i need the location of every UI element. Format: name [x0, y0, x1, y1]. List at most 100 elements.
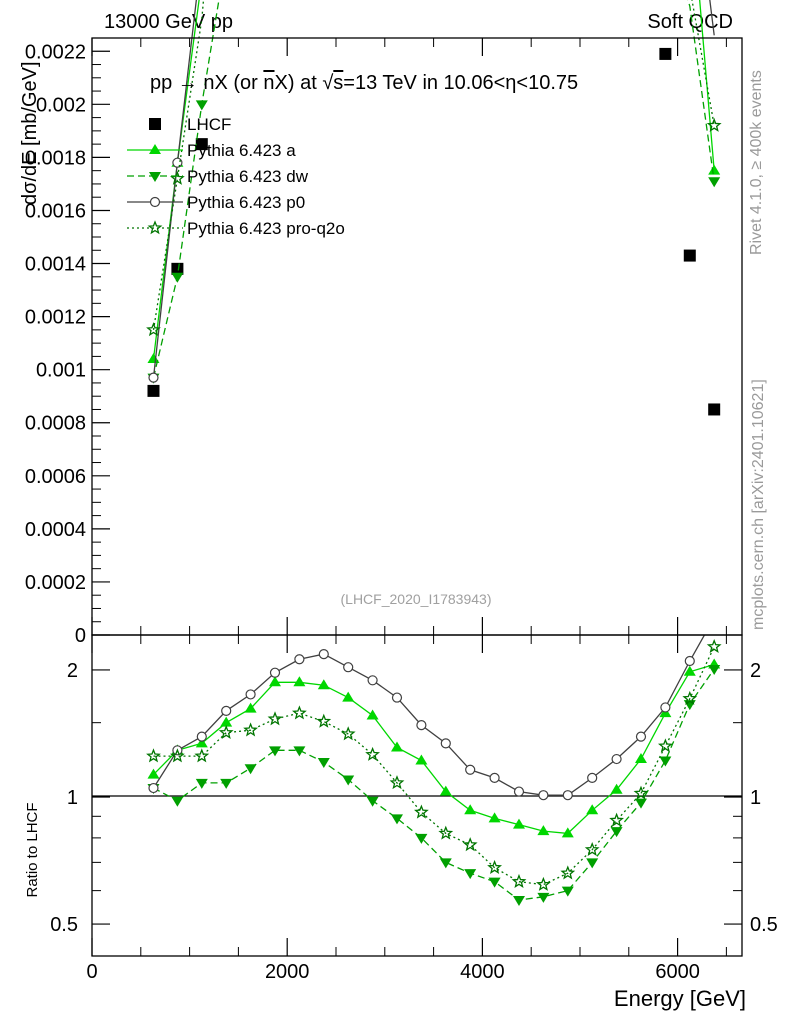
- ratio-point: [439, 785, 452, 796]
- ratio-point: [683, 665, 696, 676]
- ratio-point: [146, 748, 161, 763]
- ratio-point: [611, 753, 622, 765]
- ratio-point: [610, 827, 623, 838]
- ratio-y-tick-label: 2: [67, 660, 78, 682]
- ratio-series: [146, 635, 722, 907]
- ratio-point: [390, 814, 403, 825]
- main-y-ticks: 0 0.0002 0.0004 0.0006 0.0008 0.001 0.0012 0.00…: [25, 41, 110, 647]
- ratio-point: [488, 877, 501, 888]
- ratio-point: [244, 764, 257, 775]
- ratio-point: [538, 790, 549, 801]
- ratio-point: [513, 786, 525, 797]
- ratio-point: [367, 675, 378, 686]
- title-part-pre: pp → nX (or: [150, 72, 263, 94]
- data-point: [147, 384, 160, 397]
- ratio-point: [194, 748, 210, 763]
- x-axis-label: Energy [GeV]: [614, 986, 746, 1011]
- legend-entry-label: Pythia 6.423 dw: [187, 167, 309, 186]
- ratio-point: [416, 720, 427, 731]
- data-point: [169, 170, 185, 185]
- ratio-point: [439, 858, 452, 869]
- legend-marker: [149, 196, 161, 208]
- ratio-point: [462, 837, 478, 852]
- main-plot-title: pp → nX (or nX) at √s=13 TeV in 10.06<η<…: [150, 72, 578, 94]
- ratio-point: [440, 738, 451, 749]
- ratio-point: [660, 702, 671, 713]
- ratio-y-axis-label: Ratio to LHCF: [24, 802, 41, 897]
- ratio-point: [489, 772, 500, 783]
- series-line: [152, 0, 715, 331]
- ratio-point: [634, 798, 647, 809]
- ratio-point: [244, 702, 257, 713]
- ratio-point: [562, 790, 573, 801]
- ratio-point: [634, 753, 647, 764]
- data-point: [195, 138, 208, 151]
- title-part-post: =13 TeV in 10.06<η<10.75: [343, 72, 578, 94]
- ratio-point: [708, 665, 721, 676]
- ratio-point: [147, 768, 160, 779]
- ratio-point: [268, 676, 281, 687]
- ratio-point: [343, 662, 354, 673]
- main-series: [146, 0, 722, 416]
- ratio-point: [487, 859, 502, 874]
- ratio-point: [657, 738, 673, 753]
- ratio-point: [587, 772, 598, 783]
- legend-marker: [149, 172, 161, 182]
- ratio-point: [269, 667, 281, 678]
- ratio-point: [465, 764, 476, 775]
- ratio-point: [537, 892, 550, 903]
- ratio-point: [512, 818, 525, 829]
- data-point: [708, 164, 721, 175]
- series-line: [152, 0, 715, 378]
- legend-marker: [149, 118, 161, 130]
- ratio-point: [464, 869, 477, 880]
- main-y-tick-label: 0.0016: [25, 200, 86, 222]
- ratio-y-tick-label: 0.5: [50, 914, 78, 936]
- ratio-point: [366, 796, 379, 807]
- x-tick-label: 6000: [655, 961, 700, 983]
- series-pythia-6-423-dw: [147, 0, 721, 384]
- ratio-point: [196, 731, 207, 742]
- ratio-line: [153, 663, 715, 835]
- series-line: [152, 0, 715, 378]
- mcplots-source-label: mcplots.cern.ch [arXiv:2401.10621]: [750, 379, 767, 630]
- legend: LHCF Pythia 6.423 a Pythia 6.423 dw Pythia …: [127, 115, 345, 238]
- ratio-line: [153, 646, 715, 886]
- main-y-tick-label: 0.0006: [25, 466, 86, 488]
- main-y-tick-label: 0.001: [36, 360, 86, 382]
- ratio-point: [268, 746, 281, 757]
- data-point: [708, 403, 721, 416]
- ratio-pythia-6-423-pro-q2o: [146, 638, 722, 891]
- title-part-nbar: n: [263, 72, 274, 94]
- x-tick-label: 4000: [460, 961, 505, 983]
- ratio-point: [633, 785, 649, 800]
- ratio-point: [682, 690, 698, 705]
- x-tick-label: 0: [86, 961, 97, 983]
- ratio-point: [340, 726, 356, 741]
- ratio-point: [218, 724, 234, 740]
- ratio-point: [610, 783, 623, 794]
- ratio-ticks: 0.5 0.5 1 1 2 2 0 2000 4000 6000: [50, 38, 778, 983]
- ratio-point: [561, 827, 574, 838]
- rivet-version-label: Rivet 4.1.0, ≥ 400k events: [748, 70, 765, 255]
- title-part-sqrt: √: [322, 72, 333, 94]
- ratio-point: [584, 841, 600, 857]
- ratio-point: [366, 709, 379, 720]
- ratio-point: [342, 691, 355, 702]
- ratio-point: [267, 711, 283, 726]
- ratio-y-tick-label-right: 1: [750, 787, 761, 809]
- ratio-point: [415, 754, 428, 765]
- data-point: [147, 353, 160, 364]
- ratio-y-tick-label-right: 2: [750, 660, 761, 682]
- ratio-point: [609, 812, 624, 827]
- ratio-point: [317, 758, 330, 769]
- ratio-point: [635, 731, 647, 742]
- legend-entry-label: Pythia 6.423 p0: [187, 193, 305, 212]
- ratio-point: [220, 778, 233, 789]
- data-point: [148, 372, 159, 383]
- ratio-point: [245, 689, 256, 700]
- ratio-pythia-6-423-dw: [147, 665, 721, 907]
- ratio-point: [169, 748, 185, 763]
- ratio-point: [512, 896, 525, 907]
